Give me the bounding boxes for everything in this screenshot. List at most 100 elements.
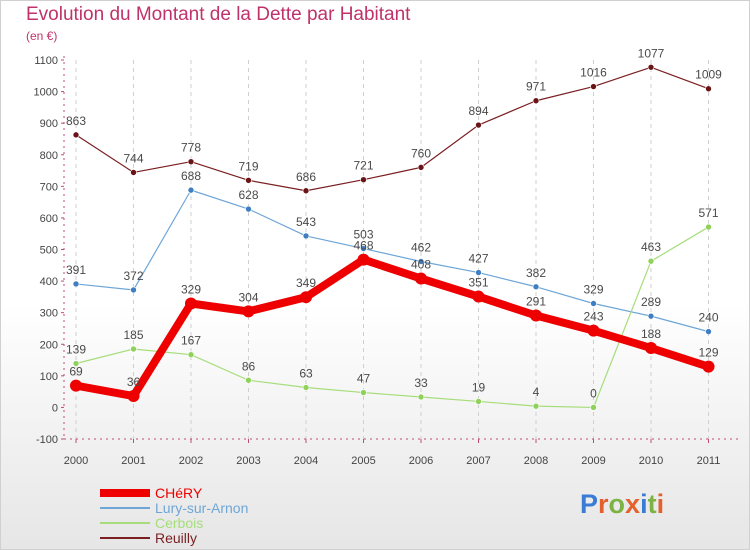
data-point bbox=[530, 309, 542, 322]
legend-label: Cerbois bbox=[155, 515, 204, 531]
data-point bbox=[647, 312, 655, 320]
x-tick-label: 2011 bbox=[697, 455, 721, 467]
data-point bbox=[475, 121, 482, 129]
brand-logo: Proxiti bbox=[580, 489, 664, 520]
data-label: 391 bbox=[66, 263, 86, 277]
brand-letter: i bbox=[640, 489, 648, 519]
data-point bbox=[127, 390, 140, 403]
data-point bbox=[645, 342, 657, 355]
data-label: 86 bbox=[242, 359, 256, 373]
data-point bbox=[702, 360, 715, 373]
data-point bbox=[590, 300, 597, 307]
data-label: 188 bbox=[641, 327, 661, 341]
data-point bbox=[187, 186, 195, 194]
data-point bbox=[245, 177, 252, 184]
data-point bbox=[705, 328, 712, 335]
brand-letter: o bbox=[608, 489, 626, 519]
data-point bbox=[705, 223, 712, 231]
x-tick-label: 2002 bbox=[179, 455, 203, 467]
data-label: 240 bbox=[698, 311, 718, 325]
data-point bbox=[532, 97, 540, 105]
data-point bbox=[245, 205, 252, 213]
chart-title: Evolution du Montant de la Dette par Hab… bbox=[26, 4, 411, 25]
data-label: 329 bbox=[181, 283, 201, 297]
y-tick-label: 1100 bbox=[34, 55, 58, 67]
legend-label: CHéRY bbox=[155, 485, 203, 501]
y-tick-label: 500 bbox=[40, 245, 58, 257]
data-label: 894 bbox=[468, 104, 488, 118]
data-label: 139 bbox=[66, 343, 86, 357]
data-point bbox=[415, 272, 427, 285]
data-point bbox=[417, 164, 425, 171]
data-point bbox=[357, 253, 370, 266]
data-point bbox=[590, 83, 597, 90]
legend-label: Lury-sur-Arnon bbox=[155, 500, 249, 516]
label-layer: 863 744 778 719 686 721 760 894 971 1016 1077 1009 3… bbox=[66, 46, 722, 400]
x-tick-label: 2000 bbox=[64, 455, 88, 467]
data-label: 304 bbox=[238, 290, 258, 304]
data-point bbox=[360, 176, 367, 184]
series-line bbox=[75, 226, 710, 409]
y-tick-label: 1000 bbox=[34, 87, 58, 99]
data-point bbox=[360, 389, 367, 396]
data-label: 688 bbox=[181, 169, 201, 183]
data-label: 47 bbox=[357, 372, 371, 386]
y-tick-label: 800 bbox=[40, 150, 58, 162]
x-tick-label: 2006 bbox=[409, 455, 433, 467]
data-label: 19 bbox=[472, 380, 486, 394]
x-tick-label: 2010 bbox=[639, 455, 663, 467]
y-tick-label: -100 bbox=[36, 434, 58, 446]
x-tick-label: 2007 bbox=[466, 455, 490, 467]
data-point bbox=[475, 398, 482, 405]
data-point bbox=[300, 291, 312, 304]
data-point bbox=[130, 345, 137, 353]
data-label: 291 bbox=[526, 295, 546, 309]
data-label: 243 bbox=[583, 310, 603, 324]
brand-letter: r bbox=[598, 489, 609, 519]
data-label: 4 bbox=[533, 385, 540, 399]
data-point bbox=[705, 85, 712, 93]
chart-subtitle: (en €) bbox=[26, 29, 58, 43]
y-tick-label: 400 bbox=[40, 276, 58, 288]
data-label: 36 bbox=[127, 375, 141, 389]
brand-letter: i bbox=[656, 489, 665, 519]
data-label: 185 bbox=[123, 328, 143, 342]
data-label: 382 bbox=[526, 266, 546, 280]
data-point bbox=[302, 232, 310, 240]
data-point bbox=[187, 351, 195, 358]
data-label: 863 bbox=[66, 114, 86, 128]
axis-layer: -100 0 100 200 300 400 500 600 700 800 900 1000 1100… bbox=[34, 55, 738, 467]
data-label: 289 bbox=[641, 295, 661, 309]
data-point bbox=[187, 158, 195, 165]
data-point bbox=[302, 384, 310, 391]
data-label: 744 bbox=[123, 151, 143, 165]
data-label: 468 bbox=[353, 239, 373, 253]
y-tick-label: 200 bbox=[40, 339, 58, 351]
data-label: 463 bbox=[641, 240, 661, 254]
data-point bbox=[587, 324, 600, 337]
y-tick-label: 0 bbox=[52, 402, 58, 414]
data-point bbox=[130, 286, 137, 294]
data-point bbox=[475, 269, 482, 276]
series-layer bbox=[70, 63, 715, 411]
y-tick-label: 100 bbox=[40, 371, 58, 383]
data-label: 349 bbox=[296, 276, 316, 290]
y-tick-label: 900 bbox=[40, 118, 58, 130]
legend-swatch bbox=[100, 489, 150, 497]
data-point bbox=[72, 360, 80, 367]
data-label: 1016 bbox=[580, 66, 607, 80]
data-label: 372 bbox=[123, 269, 143, 283]
data-label: 351 bbox=[468, 276, 488, 290]
data-label: 1009 bbox=[695, 68, 722, 82]
legend-swatch bbox=[100, 522, 150, 524]
series-line bbox=[75, 189, 710, 333]
data-label: 760 bbox=[411, 146, 431, 160]
data-label: 778 bbox=[181, 141, 201, 155]
data-label: 69 bbox=[69, 365, 83, 379]
data-label: 503 bbox=[353, 228, 373, 242]
x-tick-label: 2004 bbox=[294, 455, 318, 467]
x-tick-label: 2008 bbox=[524, 455, 548, 467]
data-label: 63 bbox=[299, 367, 313, 381]
data-label: 462 bbox=[411, 241, 431, 255]
data-point bbox=[242, 305, 255, 318]
